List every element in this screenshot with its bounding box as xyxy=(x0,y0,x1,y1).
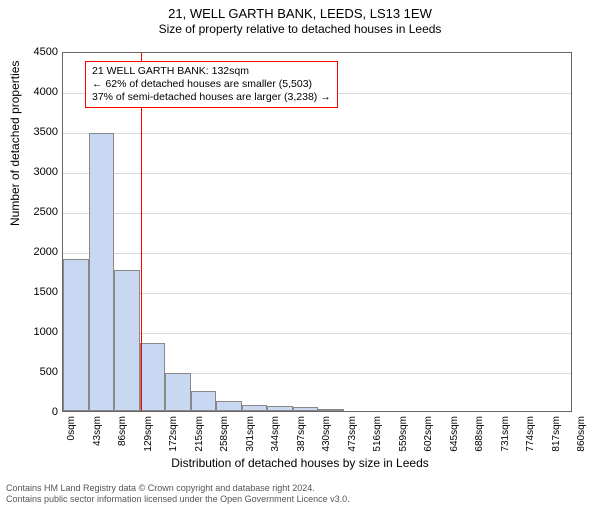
footer-line2: Contains public sector information licen… xyxy=(6,494,350,504)
ytick-label: 4500 xyxy=(22,46,58,58)
xtick-label: 774sqm xyxy=(525,416,536,452)
xtick-label: 172sqm xyxy=(168,416,179,452)
x-axis-label: Distribution of detached houses by size … xyxy=(0,456,600,470)
ytick-label: 1000 xyxy=(22,326,58,338)
ytick-label: 2000 xyxy=(22,246,58,258)
xtick-label: 258sqm xyxy=(219,416,230,452)
histogram-bar xyxy=(191,391,217,411)
ytick-label: 4000 xyxy=(22,86,58,98)
xtick-label: 688sqm xyxy=(474,416,485,452)
annotation-line: ← 62% of detached houses are smaller (5,… xyxy=(92,78,331,91)
ytick-label: 1500 xyxy=(22,286,58,298)
title-sub: Size of property relative to detached ho… xyxy=(0,22,600,36)
gridline-h xyxy=(63,213,571,214)
xtick-label: 430sqm xyxy=(321,416,332,452)
histogram-bar xyxy=(242,405,268,411)
xtick-label: 817sqm xyxy=(551,416,562,452)
histogram-bar xyxy=(63,259,89,411)
xtick-label: 129sqm xyxy=(143,416,154,452)
xtick-label: 602sqm xyxy=(423,416,434,452)
histogram-bar xyxy=(216,401,242,411)
xtick-label: 860sqm xyxy=(576,416,587,452)
xtick-label: 731sqm xyxy=(500,416,511,452)
xtick-label: 387sqm xyxy=(296,416,307,452)
histogram-bar xyxy=(318,409,344,411)
xtick-label: 0sqm xyxy=(66,416,77,440)
xtick-label: 645sqm xyxy=(449,416,460,452)
histogram-bar xyxy=(267,406,293,411)
xtick-label: 344sqm xyxy=(270,416,281,452)
xtick-label: 43sqm xyxy=(92,416,103,446)
histogram-bar xyxy=(165,373,191,411)
histogram-bar xyxy=(140,343,166,411)
ytick-label: 0 xyxy=(22,406,58,418)
ytick-label: 500 xyxy=(22,366,58,378)
histogram-bar xyxy=(114,270,140,411)
histogram-bar xyxy=(89,133,115,411)
xtick-label: 301sqm xyxy=(245,416,256,452)
xtick-label: 215sqm xyxy=(194,416,205,452)
ytick-label: 3000 xyxy=(22,166,58,178)
xtick-label: 516sqm xyxy=(372,416,383,452)
title-main: 21, WELL GARTH BANK, LEEDS, LS13 1EW xyxy=(0,6,600,21)
y-axis-label: Number of detached properties xyxy=(8,61,22,226)
annotation-line: 37% of semi-detached houses are larger (… xyxy=(92,91,331,104)
gridline-h xyxy=(63,133,571,134)
annotation-box: 21 WELL GARTH BANK: 132sqm← 62% of detac… xyxy=(85,61,338,108)
annotation-line: 21 WELL GARTH BANK: 132sqm xyxy=(92,65,331,78)
gridline-h xyxy=(63,173,571,174)
histogram-bar xyxy=(293,407,319,411)
chart-plot-area: 21 WELL GARTH BANK: 132sqm← 62% of detac… xyxy=(62,52,572,412)
ytick-label: 3500 xyxy=(22,126,58,138)
footer-attribution: Contains HM Land Registry data © Crown c… xyxy=(6,483,350,504)
xtick-label: 473sqm xyxy=(347,416,358,452)
footer-line1: Contains HM Land Registry data © Crown c… xyxy=(6,483,350,493)
xtick-label: 86sqm xyxy=(117,416,128,446)
xtick-label: 559sqm xyxy=(398,416,409,452)
gridline-h xyxy=(63,253,571,254)
ytick-label: 2500 xyxy=(22,206,58,218)
